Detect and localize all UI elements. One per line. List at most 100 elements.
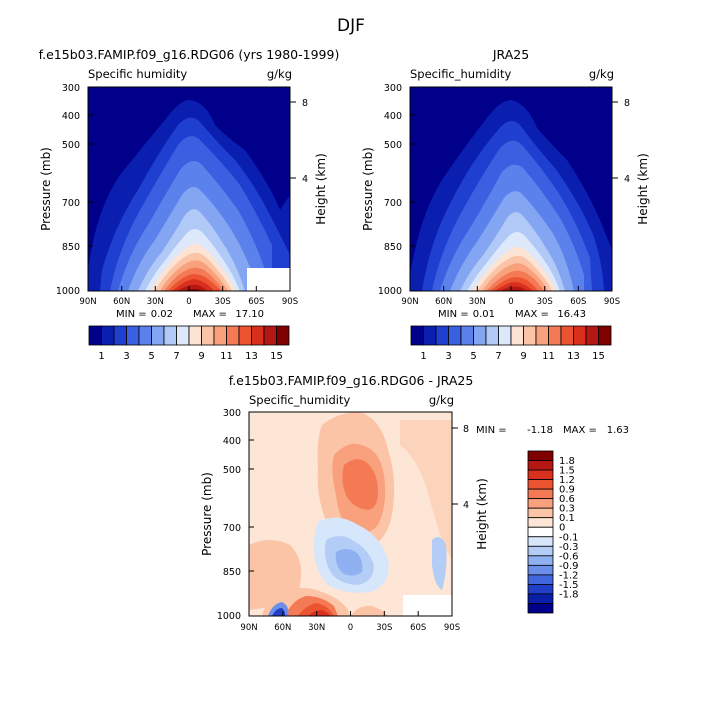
min-value: 0.01 bbox=[473, 309, 495, 320]
ytick: 400 bbox=[384, 111, 402, 122]
colorbar-label: 0.6 bbox=[559, 494, 575, 505]
colorbar-label: 1.5 bbox=[559, 466, 575, 477]
ytick: 850 bbox=[62, 242, 80, 253]
panel-difference-x-axis: 90N 60N 30N 0 30S 60S 90S bbox=[240, 611, 460, 633]
colorbar-label: 3 bbox=[123, 351, 129, 362]
ytick: 850 bbox=[384, 242, 402, 253]
panel-difference-plot bbox=[248, 411, 453, 617]
y2-axis-label: Height (km) bbox=[636, 153, 650, 224]
colorbar-label: 11 bbox=[542, 351, 555, 362]
ytick: 400 bbox=[62, 111, 80, 122]
colorbar-swatch bbox=[527, 460, 554, 471]
xtick: 0 bbox=[186, 297, 191, 307]
colorbar-swatch bbox=[498, 325, 512, 346]
xtick: 60S bbox=[248, 297, 264, 307]
colorbar-swatch bbox=[527, 584, 554, 595]
colorbar-swatch bbox=[213, 325, 227, 346]
xtick: 60S bbox=[570, 297, 586, 307]
panel-model-units: g/kg bbox=[267, 67, 292, 81]
panel-reanalysis-x-axis: 90N 60N 30N 0 30S 60S 90S bbox=[401, 286, 620, 307]
xtick: 30S bbox=[215, 297, 231, 307]
colorbar-label: 0.3 bbox=[559, 504, 575, 515]
panel-reanalysis-title: JRA25 bbox=[492, 47, 529, 62]
ytick: 700 bbox=[384, 198, 402, 209]
ytick: 1000 bbox=[378, 286, 402, 297]
panel-reanalysis-colorbar: 1 3 5 7 9 11 13 15 bbox=[410, 325, 612, 362]
colorbar-swatch bbox=[113, 325, 127, 346]
max-value: 17.10 bbox=[235, 309, 264, 320]
y2-axis-label: Height (km) bbox=[475, 478, 489, 549]
max-label: MAX = bbox=[563, 425, 597, 436]
colorbar-label: 9 bbox=[198, 351, 204, 362]
xtick: 30N bbox=[308, 623, 325, 633]
xtick: 30N bbox=[469, 297, 486, 307]
ytick: 850 bbox=[223, 567, 241, 578]
panel-reanalysis-minmax: MIN = 0.01 MAX = 16.43 bbox=[438, 309, 586, 320]
xtick: 90S bbox=[444, 623, 460, 633]
max-label: MAX = bbox=[515, 309, 549, 320]
min-value: 0.02 bbox=[151, 309, 173, 320]
colorbar-swatch bbox=[176, 325, 190, 346]
min-label: MIN = bbox=[116, 309, 147, 320]
xtick: 60N bbox=[274, 623, 291, 633]
figure-title: DJF bbox=[337, 16, 365, 36]
xtick: 0 bbox=[508, 297, 513, 307]
xtick: 90S bbox=[282, 297, 298, 307]
colorbar-label: 0 bbox=[559, 523, 565, 534]
colorbar-label: 15 bbox=[592, 351, 605, 362]
panel-reanalysis-plot bbox=[409, 86, 613, 292]
colorbar-swatch bbox=[423, 325, 437, 346]
panel-difference-title: f.e15b03.FAMIP.f09_g16.RDG06 - JRA25 bbox=[229, 373, 474, 388]
ytick: 300 bbox=[223, 408, 241, 419]
colorbar-swatch bbox=[527, 526, 554, 538]
xtick: 60N bbox=[113, 297, 130, 307]
colorbar-label: 5 bbox=[470, 351, 476, 362]
colorbar-label: 9 bbox=[520, 351, 526, 362]
colorbar-label: 1.8 bbox=[559, 456, 575, 467]
colorbar-label: 5 bbox=[148, 351, 154, 362]
colorbar-swatch bbox=[527, 479, 554, 490]
colorbar-swatch bbox=[527, 450, 554, 461]
y-axis-label: Pressure (mb) bbox=[39, 147, 53, 231]
panel-reanalysis-variable: Specific_humidity bbox=[410, 67, 511, 81]
colorbar-label: 11 bbox=[220, 351, 233, 362]
colorbar-swatch bbox=[188, 325, 202, 346]
colorbar-swatch bbox=[573, 325, 587, 346]
panel-model-x-axis: 90N 60N 30N 0 30S 60S 90S bbox=[79, 286, 298, 307]
colorbar-swatch bbox=[138, 325, 152, 346]
ytick: 1000 bbox=[217, 611, 241, 622]
colorbar-swatch bbox=[226, 325, 240, 346]
ytick: 500 bbox=[384, 140, 402, 151]
colorbar-label: 1 bbox=[420, 351, 426, 362]
xtick: 0 bbox=[348, 623, 353, 633]
colorbar-swatch bbox=[523, 325, 537, 346]
colorbar-label: 0.9 bbox=[559, 485, 575, 496]
colorbar-swatch bbox=[560, 325, 574, 346]
colorbar-label: -0.9 bbox=[559, 561, 579, 572]
y2-axis-label: Height (km) bbox=[314, 153, 328, 224]
panel-reanalysis: JRA25 Specific_humidity g/kg 300 400 500 bbox=[361, 47, 650, 362]
colorbar-swatch bbox=[527, 593, 554, 604]
ytick: 300 bbox=[62, 83, 80, 94]
colorbar-label: -0.1 bbox=[559, 532, 579, 543]
panel-model: f.e15b03.FAMIP.f09_g16.RDG06 (yrs 1980-1… bbox=[39, 47, 340, 362]
xtick: 90N bbox=[240, 623, 257, 633]
panel-model-variable: Specific humidity bbox=[88, 67, 187, 81]
colorbar-swatch bbox=[201, 325, 215, 346]
colorbar-label: 0.1 bbox=[559, 513, 575, 524]
colorbar-label: 1 bbox=[98, 351, 104, 362]
colorbar-label: 7 bbox=[495, 351, 501, 362]
panel-model-y-axis: 300 400 500 700 850 1000 Pressure (mb) 8… bbox=[39, 83, 328, 297]
colorbar-swatch bbox=[251, 325, 265, 346]
colorbar-swatch bbox=[527, 507, 554, 519]
y2tick: 4 bbox=[302, 174, 308, 185]
xtick: 60S bbox=[410, 623, 426, 633]
ytick: 500 bbox=[223, 465, 241, 476]
max-value: 16.43 bbox=[557, 309, 586, 320]
colorbar-label: -1.5 bbox=[559, 580, 579, 591]
colorbar-label: 13 bbox=[245, 351, 258, 362]
y-axis-label: Pressure (mb) bbox=[361, 147, 375, 231]
colorbar-swatch bbox=[435, 325, 449, 346]
colorbar-swatch bbox=[126, 325, 140, 346]
